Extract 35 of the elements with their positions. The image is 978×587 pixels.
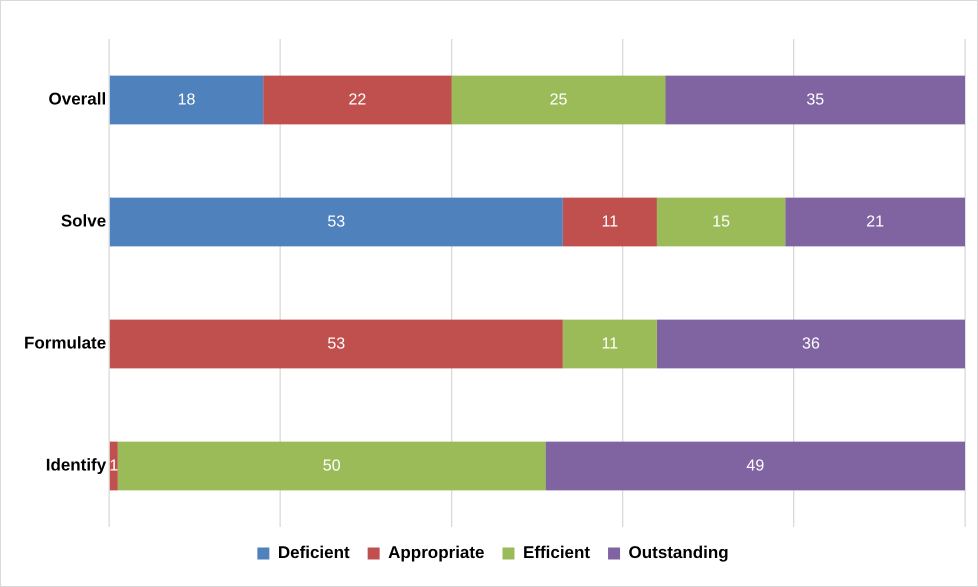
data-label: 1	[109, 457, 118, 474]
data-label: 35	[806, 91, 824, 108]
bar	[546, 442, 965, 490]
legend-label: Appropriate	[388, 543, 484, 562]
data-label: 11	[602, 213, 618, 230]
legend-label: Deficient	[278, 543, 350, 562]
bar	[562, 320, 657, 368]
data-label: 53	[327, 213, 346, 230]
data-label: 25	[550, 91, 568, 108]
y-tick-label: Solve	[60, 212, 106, 231]
y-tick-label: Identify	[46, 456, 107, 475]
bar	[118, 442, 546, 490]
bar	[452, 76, 666, 124]
bar	[665, 76, 965, 124]
data-label: 15	[712, 213, 730, 230]
data-label: 22	[348, 91, 366, 108]
legend-label: Outstanding	[628, 543, 729, 562]
bar	[263, 76, 452, 124]
legend-label: Efficient	[522, 543, 590, 562]
bar	[656, 198, 786, 246]
bar	[656, 320, 965, 368]
data-label: 18	[178, 91, 196, 108]
data-label: 11	[602, 335, 618, 352]
data-label: 36	[802, 335, 820, 352]
data-label: 53	[327, 335, 346, 352]
bar	[110, 320, 563, 368]
bar	[110, 198, 563, 246]
bar	[110, 76, 264, 124]
y-tick-label: Overall	[48, 90, 106, 109]
y-tick-label: Formulate	[24, 334, 106, 353]
data-label: 49	[746, 457, 764, 474]
data-label: 50	[322, 457, 341, 474]
data-label: 21	[866, 213, 884, 230]
bar	[562, 198, 657, 246]
bar	[785, 198, 965, 246]
